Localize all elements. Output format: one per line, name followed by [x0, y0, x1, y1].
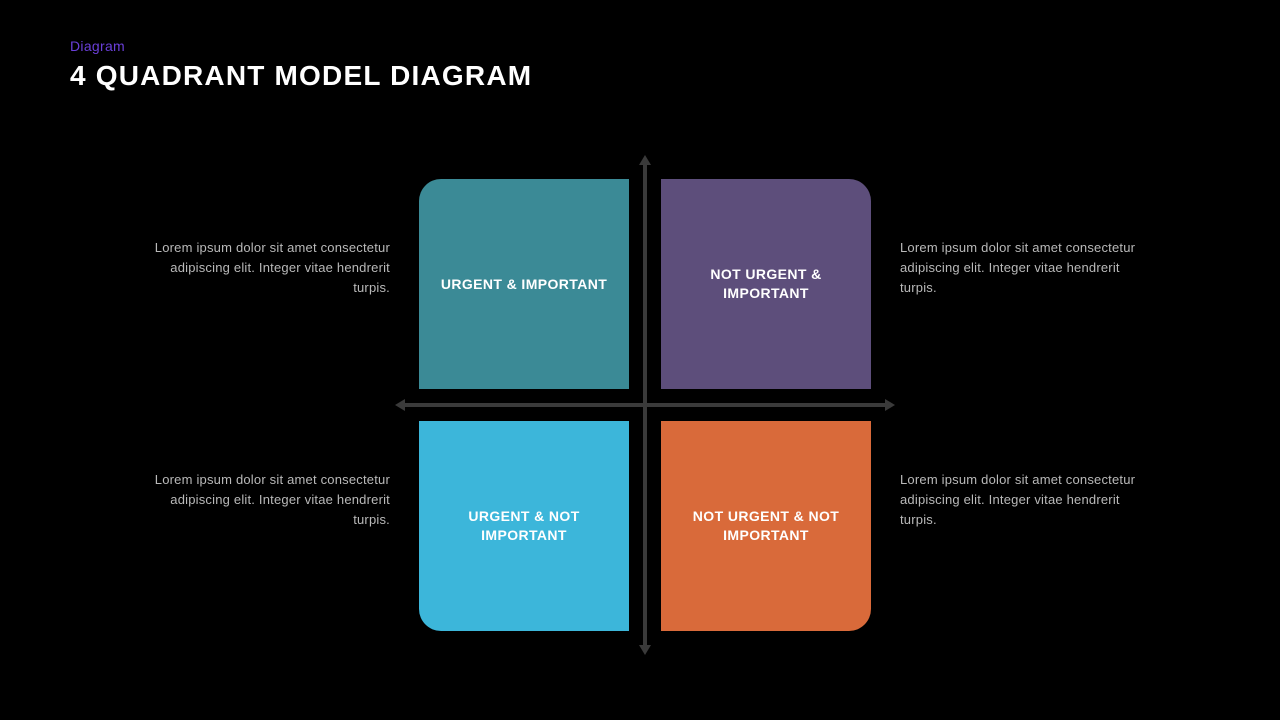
page-title: 4 QUADRANT MODEL DIAGRAM [70, 60, 532, 92]
quadrant-urgent-important: URGENT & IMPORTANT [419, 179, 629, 389]
arrow-left-icon [395, 399, 405, 411]
arrow-down-icon [639, 645, 651, 655]
description-bl: Lorem ipsum dolor sit amet consectetur a… [150, 470, 390, 530]
description-tr: Lorem ipsum dolor sit amet consectetur a… [900, 238, 1140, 298]
quadrant-diagram: URGENT & IMPORTANT NOT URGENT & IMPORTAN… [415, 175, 875, 635]
arrow-right-icon [885, 399, 895, 411]
description-br: Lorem ipsum dolor sit amet consectetur a… [900, 470, 1140, 530]
arrow-up-icon [639, 155, 651, 165]
description-tl: Lorem ipsum dolor sit amet consectetur a… [150, 238, 390, 298]
horizontal-axis [403, 403, 887, 407]
quadrant-label: NOT URGENT & IMPORTANT [681, 265, 851, 303]
quadrant-noturgent-notimportant: NOT URGENT & NOT IMPORTANT [661, 421, 871, 631]
quadrant-urgent-notimportant: URGENT & NOT IMPORTANT [419, 421, 629, 631]
slide-header: Diagram 4 QUADRANT MODEL DIAGRAM [70, 38, 532, 92]
quadrant-label: URGENT & IMPORTANT [441, 275, 607, 294]
quadrant-noturgent-important: NOT URGENT & IMPORTANT [661, 179, 871, 389]
quadrant-label: NOT URGENT & NOT IMPORTANT [681, 507, 851, 545]
kicker-text: Diagram [70, 38, 532, 54]
quadrant-label: URGENT & NOT IMPORTANT [439, 507, 609, 545]
